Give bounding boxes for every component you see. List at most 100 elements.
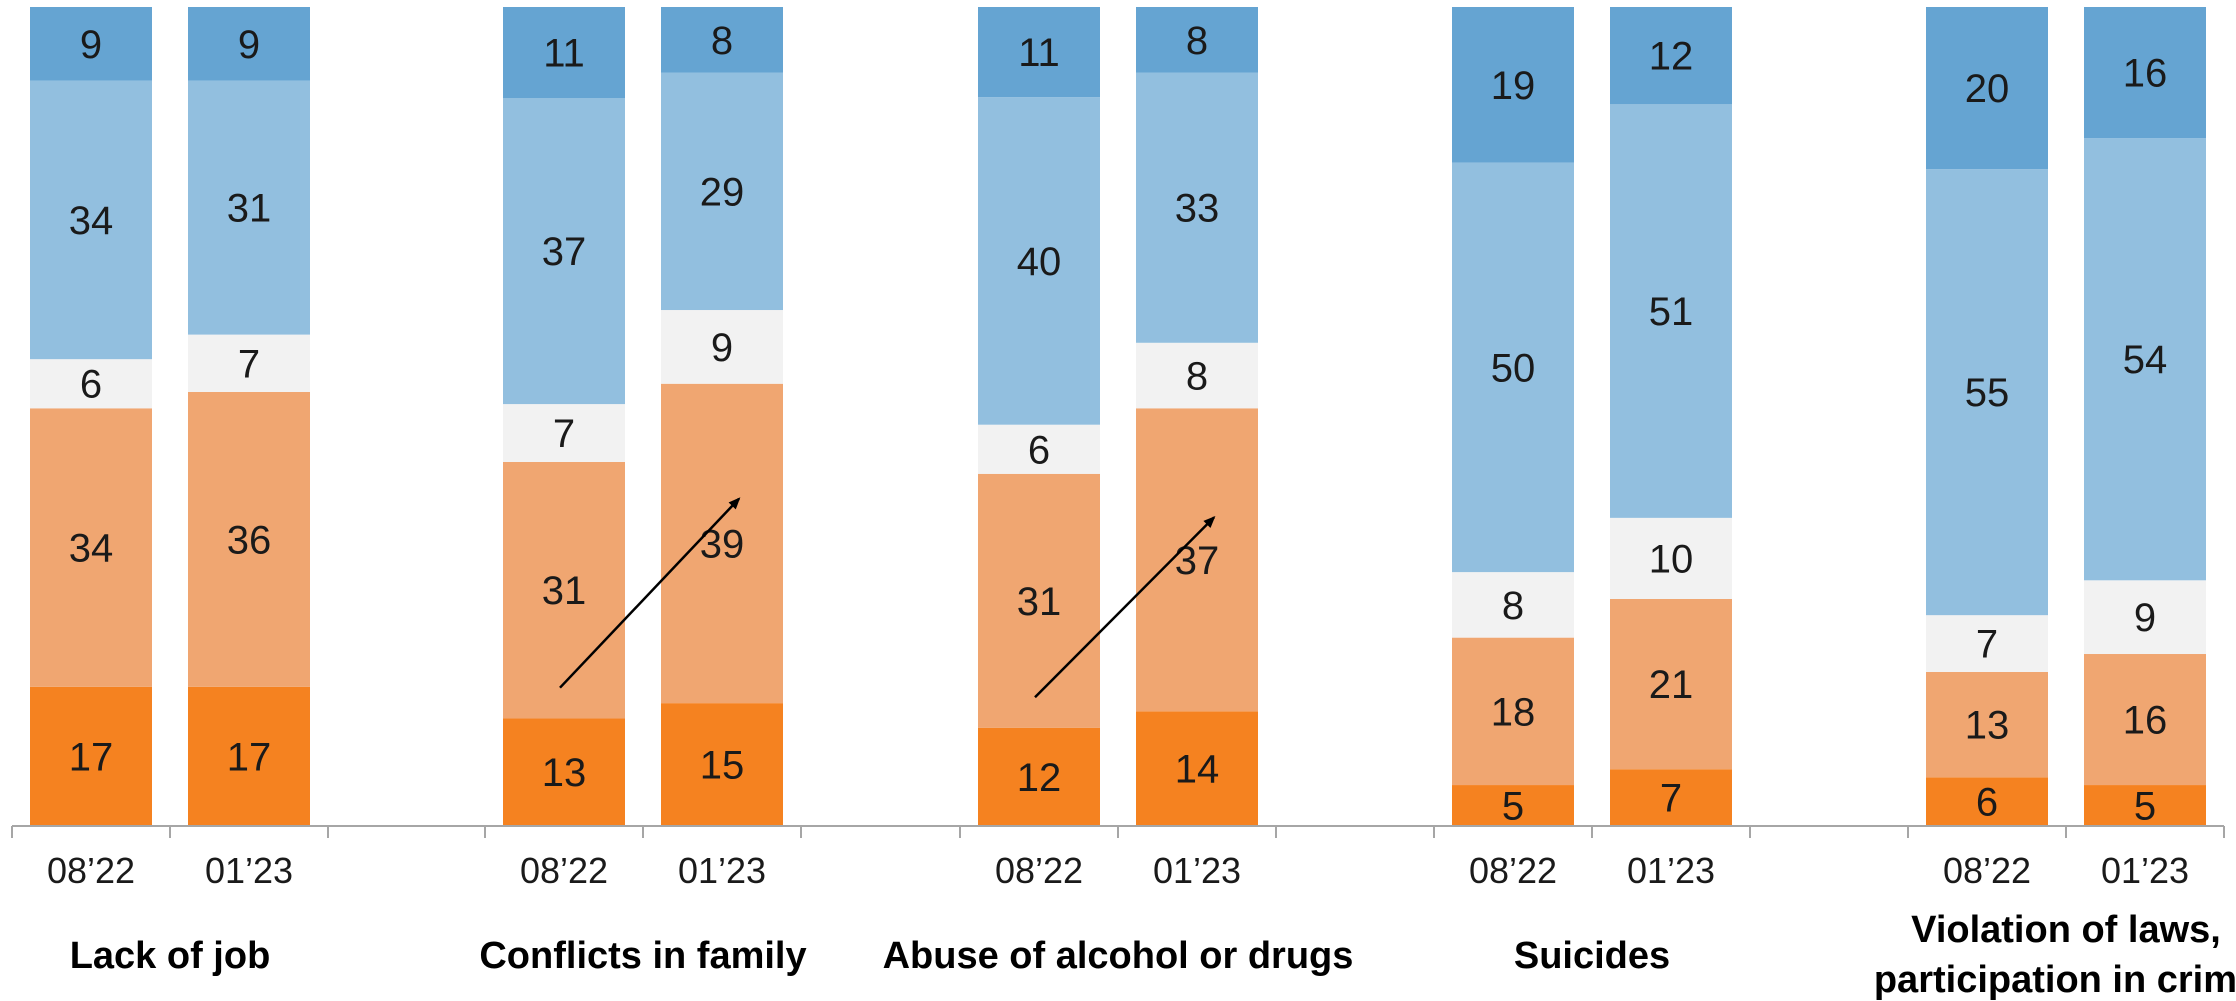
bar-segment-light-blue: [661, 72, 783, 311]
data-label: 34: [69, 199, 114, 243]
bar-segment-neutral: [503, 404, 625, 462]
data-label: 5: [1502, 785, 1524, 829]
x-tick-label: 08’22: [47, 850, 135, 891]
data-label: 12: [1649, 35, 1694, 79]
data-label: 17: [227, 735, 272, 779]
data-label: 6: [80, 363, 102, 407]
data-label: 54: [2123, 338, 2168, 382]
bar-segment-neutral: [1452, 572, 1574, 638]
bar-segment-neutral: [2084, 580, 2206, 655]
bar-segment-light-orange: [2084, 654, 2206, 786]
bar-segment-light-blue: [1452, 162, 1574, 573]
x-tick-label: 01’23: [2101, 850, 2189, 891]
x-tick-label: 01’23: [678, 850, 766, 891]
bar-segment-dark-blue: [1452, 7, 1574, 163]
data-label: 21: [1649, 663, 1694, 707]
trend-arrow: [1034, 515, 1216, 699]
trend-arrow: [559, 497, 741, 689]
data-label: 31: [1017, 580, 1062, 624]
data-label: 31: [542, 569, 587, 613]
data-label: 9: [238, 23, 260, 67]
x-tick-label: 08’22: [520, 850, 608, 891]
data-label: 9: [2134, 596, 2156, 640]
data-label: 18: [1491, 690, 1536, 734]
data-label: 34: [69, 527, 114, 571]
data-label: 9: [711, 326, 733, 370]
bar-segment-neutral: [661, 310, 783, 384]
data-label: 8: [1186, 19, 1208, 63]
data-label: 33: [1175, 187, 1220, 231]
data-label: 15: [700, 744, 745, 788]
group-label: Violation of laws,: [1911, 909, 2221, 951]
data-label: 6: [1028, 428, 1050, 472]
bar-segment-dark-orange: [30, 686, 152, 826]
data-label: 19: [1491, 64, 1536, 108]
data-label: 13: [542, 751, 587, 795]
bar-segment-light-blue: [503, 98, 625, 405]
group-label: Conflicts in family: [479, 935, 806, 977]
bar-segment-dark-orange: [1610, 769, 1732, 826]
x-tick-label: 01’23: [1627, 850, 1715, 891]
bar-segment-dark-blue: [30, 7, 152, 81]
bar-segment-light-blue: [1136, 72, 1258, 343]
bar-segment-dark-blue: [978, 7, 1100, 98]
bar-segment-light-orange: [188, 391, 310, 687]
group-label: Lack of job: [70, 935, 271, 977]
bar-segment-light-blue: [1926, 169, 2048, 616]
data-label: 39: [700, 522, 745, 566]
bar-segment-dark-orange: [503, 718, 625, 826]
data-label: 14: [1175, 748, 1220, 792]
data-label: 13: [1965, 704, 2010, 748]
data-label: 8: [711, 19, 733, 63]
bar-segment-dark-orange: [1452, 785, 1574, 826]
data-label: 12: [1017, 756, 1062, 800]
bar-segment-light-orange: [1452, 637, 1574, 786]
data-label: 7: [1660, 777, 1682, 821]
x-tick-label: 01’23: [1153, 850, 1241, 891]
bar-segment-dark-blue: [1136, 7, 1258, 73]
data-label: 6: [1976, 781, 1998, 825]
data-label: 8: [1502, 584, 1524, 628]
data-label: 10: [1649, 537, 1694, 581]
bar-segment-light-orange: [661, 383, 783, 704]
data-label: 7: [553, 412, 575, 456]
bar-segment-neutral: [1136, 342, 1258, 409]
bar-segment-dark-orange: [1136, 711, 1258, 826]
bar-segment-dark-orange: [978, 727, 1100, 826]
group-label: Suicides: [1514, 935, 1670, 977]
data-label: 8: [1186, 355, 1208, 399]
data-label: 31: [227, 187, 272, 231]
data-label: 17: [69, 735, 114, 779]
group-label: Abuse of alcohol or drugs: [883, 935, 1354, 977]
data-label: 16: [2123, 699, 2168, 743]
bar-segment-neutral: [1926, 615, 2048, 672]
bar-segment-light-orange: [1610, 598, 1732, 770]
data-label: 7: [238, 342, 260, 386]
x-tick-label: 08’22: [1943, 850, 2031, 891]
data-label: 36: [227, 518, 272, 562]
bar-segment-dark-blue: [2084, 7, 2206, 139]
bar-segment-light-orange: [1136, 408, 1258, 712]
bar-segment-neutral: [188, 334, 310, 392]
x-tick-label: 08’22: [1469, 850, 1557, 891]
data-label: 37: [542, 230, 587, 274]
bar-segment-neutral: [978, 424, 1100, 474]
data-label: 50: [1491, 346, 1536, 390]
bar-segment-light-orange: [978, 473, 1100, 728]
data-label: 40: [1017, 240, 1062, 284]
data-label: 11: [1018, 31, 1060, 75]
x-axis: [11, 825, 2225, 838]
bars-layer: [30, 7, 2206, 826]
data-label: 9: [80, 23, 102, 67]
data-label: 51: [1649, 290, 1694, 334]
bar-segment-light-orange: [503, 462, 625, 719]
bar-segment-light-blue: [2084, 138, 2206, 581]
bar-segment-neutral: [30, 359, 152, 409]
bar-segment-light-blue: [188, 80, 310, 335]
bar-segment-light-orange: [1926, 671, 2048, 778]
bar-segment-dark-orange: [2084, 785, 2206, 826]
bar-segment-dark-orange: [661, 703, 783, 826]
data-label: 20: [1965, 67, 2010, 111]
bar-segment-neutral: [1610, 517, 1732, 599]
